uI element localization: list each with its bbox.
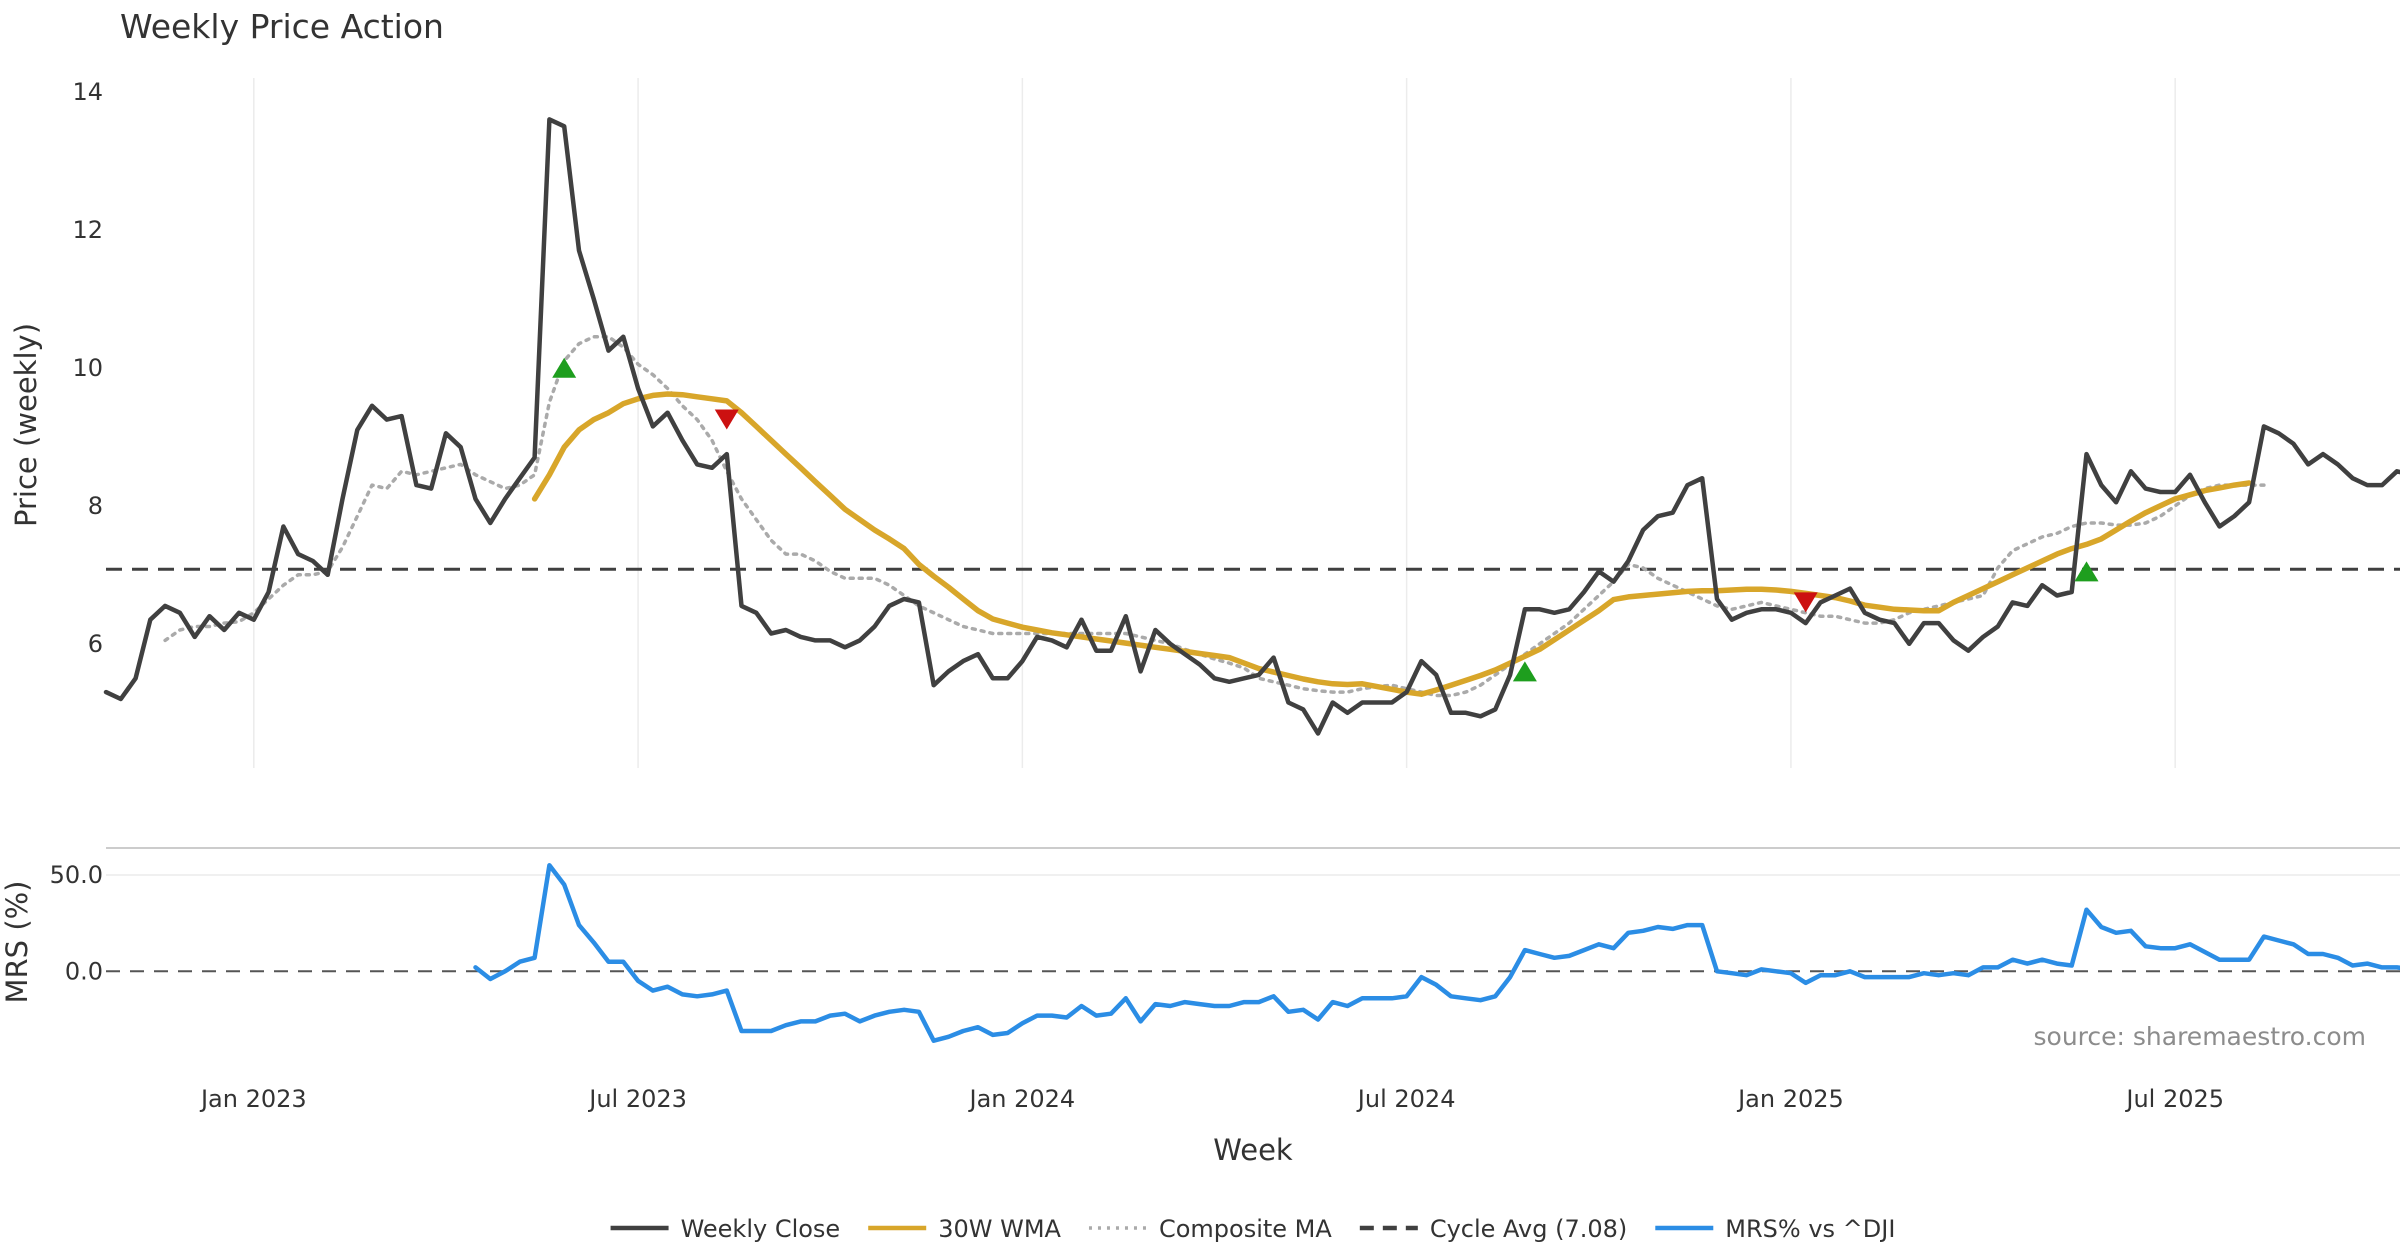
x-axis-label: Week xyxy=(1213,1133,1293,1167)
mrs-line xyxy=(473,863,2400,1043)
x-tick-label: Jan 2025 xyxy=(1736,1085,1844,1113)
x-tick-label: Jul 2025 xyxy=(2124,1085,2224,1113)
mrs-y-axis-label: MRS (%) xyxy=(0,881,34,1004)
x-tick-label: Jan 2024 xyxy=(968,1085,1076,1113)
composite-ma-line xyxy=(163,335,2266,698)
sell-signal-marker xyxy=(1793,592,1818,613)
buy-signal-marker xyxy=(2074,561,2099,582)
price-y-tick-label: 8 xyxy=(88,492,103,520)
price-y-tick-label: 10 xyxy=(72,354,103,382)
price-series xyxy=(103,117,2400,736)
price-y-tick-label: 6 xyxy=(88,630,103,658)
legend-label: MRS% vs ^DJI xyxy=(1725,1215,1895,1243)
source-note: source: sharemaestro.com xyxy=(2034,1022,2367,1051)
price-y-tick-label: 12 xyxy=(72,216,103,244)
legend-label: Weekly Close xyxy=(681,1215,841,1243)
legend-item: Cycle Avg (7.08) xyxy=(1359,1215,1627,1243)
weekly-close-line xyxy=(103,117,2400,736)
x-tick-label: Jul 2024 xyxy=(1356,1085,1456,1113)
mrs-y-tick-label: 0.0 xyxy=(65,957,103,985)
legend-label: Cycle Avg (7.08) xyxy=(1430,1215,1627,1243)
buy-signal-marker xyxy=(552,357,577,378)
price-y-tick-label: 14 xyxy=(72,78,103,106)
price-y-axis: 6 8 10 12 14 xyxy=(72,78,103,658)
legend-item: Weekly Close xyxy=(610,1215,841,1243)
x-axis: Jan 2023 Jul 2023 Jan 2024 Jul 2024 Jan 2025… xyxy=(199,1085,2224,1113)
price-gridlines xyxy=(253,78,2176,768)
legend-label: 30W WMA xyxy=(938,1215,1061,1243)
legend-label: Composite MA xyxy=(1159,1215,1332,1243)
sell-signal-marker xyxy=(714,409,739,430)
signal-markers xyxy=(552,357,2099,682)
legend-item: MRS% vs ^DJI xyxy=(1655,1215,1895,1243)
mrs-series xyxy=(473,863,2400,1043)
x-tick-label: Jul 2023 xyxy=(587,1085,687,1113)
legend-item: 30W WMA xyxy=(868,1215,1062,1243)
price-y-axis-label: Price (weekly) xyxy=(9,323,43,527)
legend-item: Composite MA xyxy=(1088,1215,1332,1243)
buy-signal-marker xyxy=(1512,661,1537,682)
mrs-y-tick-label: 50.0 xyxy=(50,861,103,889)
legend: Weekly Close 30W WMA Composite MA Cycle Avg… xyxy=(610,1215,1895,1243)
chart-title: Weekly Price Action xyxy=(120,7,444,46)
x-tick-label: Jan 2023 xyxy=(199,1085,307,1113)
mrs-y-axis: 0.0 50.0 xyxy=(50,861,2400,985)
30w-wma-line xyxy=(531,391,2252,697)
